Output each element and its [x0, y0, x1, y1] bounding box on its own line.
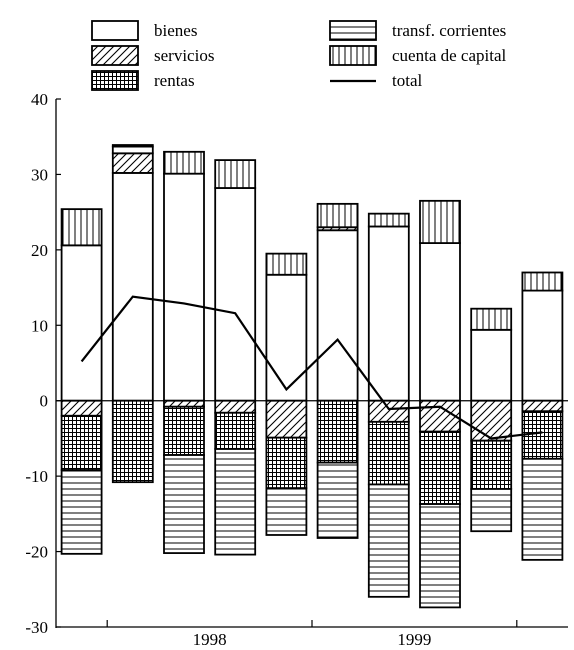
bar-servicios [367, 399, 410, 423]
y-tick-label: 0 [40, 392, 49, 411]
bar-rentas [419, 430, 461, 505]
bar-cuenta-de-capital [111, 144, 154, 148]
bar-rentas [316, 399, 359, 464]
legend-item-cuenta-de-capital: cuenta de capital [329, 45, 506, 66]
y-tick-label: -10 [25, 467, 48, 486]
legend-label-total: total [392, 71, 422, 90]
legend-item-transf-corrientes: transf. corrientes [329, 20, 506, 41]
legend-label-rentas: rentas [154, 71, 195, 90]
bar-bienes [470, 328, 513, 402]
legend-swatch-cuenta-de-capital [329, 45, 377, 66]
bar-servicios [521, 399, 564, 413]
legend: bienes servicios rentas transf. corrientes c… [91, 20, 506, 91]
bar-servicios [470, 399, 513, 442]
y-tick-label: 30 [31, 165, 48, 184]
x-tick-label-1999: 1999 [397, 630, 431, 649]
y-tick-label: 10 [31, 316, 48, 335]
bar-cuenta-de-capital [163, 150, 205, 175]
bar-bienes [111, 172, 154, 402]
legend-swatch-transf-corrientes [329, 20, 377, 41]
x-tick-label-1998: 1998 [193, 630, 227, 649]
legend-swatch-servicios [91, 45, 139, 66]
bar-cuenta-de-capital [521, 271, 564, 292]
legend-label-cuenta-de-capital: cuenta de capital [392, 46, 506, 65]
legend-item-servicios: servicios [91, 45, 214, 66]
bar-servicios [60, 399, 103, 417]
y-tick-label: 40 [31, 90, 48, 109]
bar-servicios [265, 399, 308, 439]
legend-swatch-rentas [91, 70, 139, 91]
bar-bienes [163, 172, 205, 402]
bar-rentas [265, 436, 308, 490]
legend-item-total: total [330, 71, 422, 90]
bar-cuenta-de-capital [214, 159, 257, 189]
bar-rentas [470, 439, 513, 490]
bar-transf-corrientes [60, 469, 103, 555]
y-tick-label: -30 [25, 618, 48, 637]
legend-item-rentas: rentas [91, 70, 195, 91]
bar-transf-corrientes [214, 448, 257, 556]
bar-servicios [163, 399, 205, 408]
series-line-total [80, 295, 543, 440]
plot-area: 40 30 20 10 0 -10 -20 -30 1998 1999 [25, 90, 568, 649]
bar-transf-corrientes [163, 454, 205, 554]
bar-cuenta-de-capital [419, 199, 461, 244]
bar-transf-corrientes [316, 461, 359, 539]
bar-transf-corrientes [419, 503, 461, 609]
bar-bienes [214, 187, 257, 402]
bar-rentas [163, 405, 205, 456]
bar-transf-corrientes [367, 483, 410, 598]
bar-cuenta-de-capital [60, 208, 103, 247]
bar-rentas [214, 411, 257, 450]
bar-rentas [367, 420, 410, 486]
bar-bienes [367, 225, 410, 402]
bar-cuenta-de-capital [367, 212, 410, 228]
legend-swatch-bienes [91, 20, 139, 41]
y-tick-label: -20 [25, 543, 48, 562]
bar-transf-corrientes [521, 457, 564, 561]
legend-label-servicios: servicios [154, 46, 214, 65]
bar-transf-corrientes [470, 488, 513, 533]
bar-transf-corrientes [265, 487, 308, 536]
bar-bienes [60, 244, 103, 402]
bar-bienes [265, 273, 308, 402]
legend-label-bienes: bienes [154, 21, 197, 40]
bar-rentas [60, 414, 103, 472]
bar-cuenta-de-capital [470, 307, 513, 331]
bar-bienes [419, 242, 461, 402]
bar-servicios [214, 399, 257, 414]
y-tick-label: 20 [31, 241, 48, 260]
bar-transf-corrientes [111, 145, 154, 155]
legend-label-transf-corrientes: transf. corrientes [392, 21, 506, 40]
bar-bienes [521, 289, 564, 402]
bar-rentas [111, 399, 154, 484]
bar-cuenta-de-capital [265, 252, 308, 276]
bar-bienes [316, 229, 359, 402]
bar-servicios [111, 152, 154, 174]
legend-item-bienes: bienes [91, 20, 197, 41]
bar-cuenta-de-capital [316, 202, 359, 229]
